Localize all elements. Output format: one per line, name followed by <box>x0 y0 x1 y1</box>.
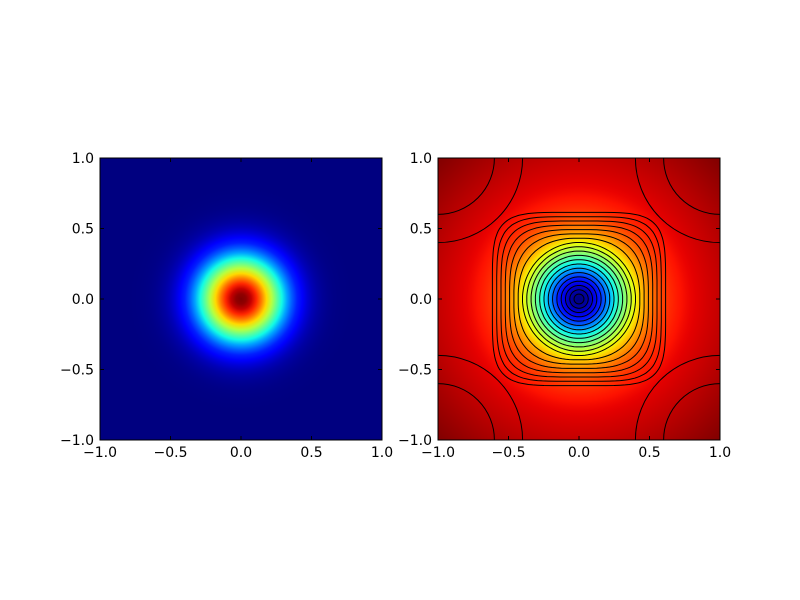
contour-line <box>547 267 611 331</box>
contour-line <box>530 250 628 348</box>
y-tick-label: 1.0 <box>72 151 94 167</box>
x-tick-label: −0.5 <box>492 445 526 461</box>
x-tick-label: 0.5 <box>300 445 322 461</box>
contour-line <box>556 276 602 322</box>
x-tick-label: −0.5 <box>154 445 188 461</box>
x-tick-label: 0.5 <box>638 445 660 461</box>
contour-line <box>565 285 593 313</box>
contour-line <box>504 224 654 374</box>
x-tick-label: 0.0 <box>568 445 590 461</box>
y-tick-label: −1.0 <box>398 433 432 449</box>
x-tick-label: 1.0 <box>371 445 393 461</box>
y-tick-label: −0.5 <box>60 363 94 379</box>
y-tick-label: 0.0 <box>72 292 94 308</box>
y-tick-label: 0.5 <box>72 222 94 238</box>
y-tick-label: −1.0 <box>60 433 94 449</box>
y-tick-label: 0.5 <box>410 222 432 238</box>
y-tick-label: −0.5 <box>398 363 432 379</box>
x-tick-label: 1.0 <box>709 445 731 461</box>
contour-line <box>543 263 615 335</box>
contour-line <box>552 272 606 326</box>
contour-line <box>539 259 619 339</box>
heatmap <box>100 158 382 440</box>
x-tick-label: 0.0 <box>230 445 252 461</box>
x-tick-label: −1.0 <box>421 445 455 461</box>
contour-line <box>517 237 641 361</box>
y-tick-label: 0.0 <box>410 292 432 308</box>
contour-line <box>496 216 662 382</box>
contour-line <box>569 289 589 309</box>
contour-line <box>534 254 624 344</box>
contour-line <box>522 242 636 356</box>
contour-line <box>491 211 667 387</box>
y-tick-label: 1.0 <box>410 151 432 167</box>
contour-line <box>526 246 632 352</box>
x-tick-label: −1.0 <box>83 445 117 461</box>
contour-line <box>513 233 645 365</box>
contour-line <box>573 293 585 305</box>
contour-line <box>560 280 598 318</box>
heatmap <box>438 158 720 440</box>
contour-line <box>500 220 658 378</box>
contour-line <box>509 229 649 369</box>
